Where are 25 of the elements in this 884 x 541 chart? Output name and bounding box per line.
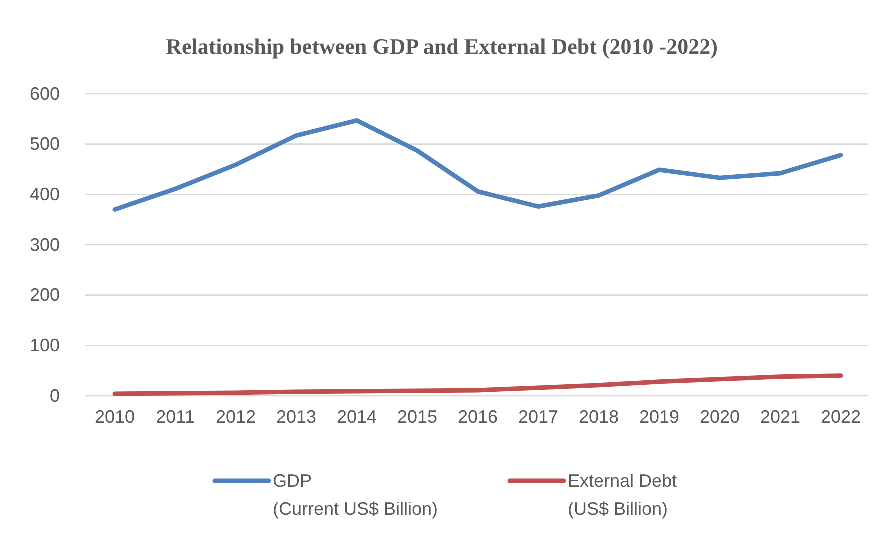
x-tick-label: 2022 (820, 407, 862, 428)
legend-label: GDP (Current US$ Billion) (273, 471, 438, 519)
line-series (112, 374, 844, 396)
y-tick-label: 400 (30, 184, 60, 204)
x-tick-label: 2011 (156, 407, 195, 428)
y-tick-label: 500 (30, 134, 60, 154)
x-tick-label: 2013 (276, 407, 317, 428)
x-tick-label: 2017 (518, 407, 559, 428)
legend-label: External Debt (US$ Billion) (568, 471, 678, 519)
x-tick-label: 2019 (639, 407, 680, 428)
y-tick-label: 0 (50, 386, 60, 406)
y-tick-label: 300 (30, 234, 60, 255)
y-tick-label: 200 (30, 285, 60, 306)
x-tick-label: 2018 (578, 407, 620, 428)
x-tick-label: 2015 (397, 407, 438, 428)
x-tick-label: 2021 (760, 407, 801, 428)
x-tick-label: 2012 (216, 407, 256, 428)
line-series (112, 118, 844, 212)
x-tick-label: 2016 (458, 407, 498, 428)
x-tick-label: 2014 (336, 407, 378, 428)
y-tick-label: 100 (30, 335, 60, 356)
x-tick-label: 2010 (94, 407, 136, 428)
x-tick-label: 2020 (700, 407, 740, 428)
y-tick-label: 600 (30, 84, 60, 104)
chart-title: Relationship between GDP and External Debt (2010 -2022) (166, 34, 718, 59)
